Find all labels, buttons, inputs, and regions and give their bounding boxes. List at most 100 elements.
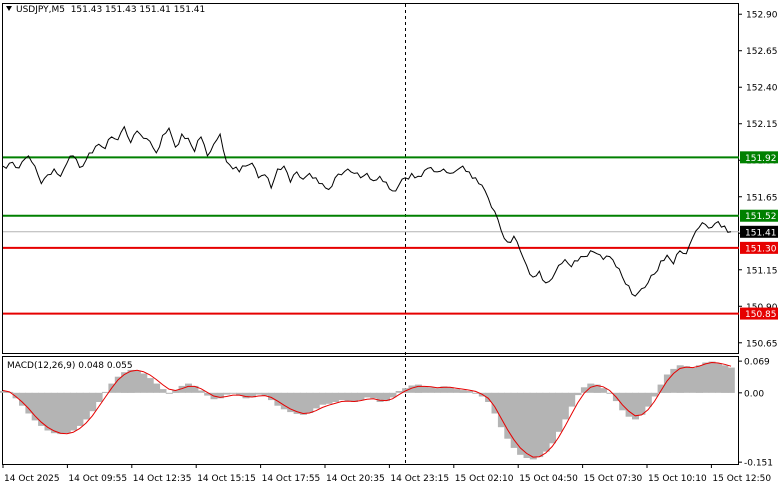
macd-histogram-bar [580, 387, 588, 393]
time-axis-label: 15 Oct 04:50 [519, 474, 578, 484]
macd-histogram-bar [70, 392, 78, 431]
macd-histogram-bar [121, 372, 129, 393]
macd-header: MACD(12,26,9) 0.048 0.055 [7, 361, 133, 371]
macd-histogram-bar [676, 365, 684, 393]
macd-histogram-bar [715, 363, 722, 393]
macd-histogram-bar [0, 391, 7, 393]
macd-histogram-bar [702, 362, 710, 393]
macd-histogram-bar [312, 392, 320, 409]
macd-histogram-bar [344, 392, 352, 402]
macd-histogram-bar [325, 392, 333, 404]
level-price-label: 151.92 [745, 154, 777, 164]
macd-histogram-bar [236, 392, 244, 396]
level-price-tag [740, 209, 778, 222]
macd-histogram-bar [57, 392, 65, 435]
macd-axis-label: -0.151 [744, 459, 773, 469]
macd-histogram-bar [268, 392, 275, 401]
macd-histogram-bar [638, 392, 646, 415]
macd-histogram-bar [408, 385, 416, 393]
time-axis-label: 15 Oct 10:10 [648, 474, 707, 484]
macd-histogram-bar [383, 392, 390, 402]
macd-histogram-bar [216, 392, 224, 399]
macd-histogram-bar [568, 392, 576, 407]
time-axis-label: 15 Oct 07:30 [584, 474, 643, 484]
macd-histogram-bar [363, 392, 371, 398]
macd-histogram-bar [472, 392, 480, 394]
current-price-tag [740, 225, 778, 238]
macd-histogram-bar [632, 392, 639, 420]
macd-histogram-bar [331, 392, 339, 402]
macd-histogram-bar [561, 392, 569, 420]
macd-signal-line [2, 361, 732, 458]
macd-histogram-bar [434, 388, 442, 393]
price-axis-label: 152.90 [746, 11, 778, 21]
macd-histogram-bar [453, 389, 461, 393]
macd-histogram-bar [446, 387, 454, 393]
level-price-tag [740, 241, 778, 254]
macd-histogram-bar [555, 392, 563, 432]
macd-histogram-bar [133, 370, 141, 393]
time-axis-label: 14 Oct 15:15 [197, 474, 256, 484]
macd-histogram-bar [153, 383, 161, 393]
macd-histogram-bar [421, 386, 429, 393]
symbol-label: USDJPY,M5 [16, 5, 65, 15]
macd-histogram-bar [338, 392, 346, 401]
price-axis-label: 151.65 [746, 193, 778, 203]
macd-histogram-bar [651, 392, 659, 397]
macd-histogram-bar [606, 392, 614, 394]
macd-histogram-bar [242, 392, 250, 399]
level-price-label: 151.30 [745, 244, 777, 254]
macd-histogram-bar [357, 392, 365, 401]
time-axis-label: 15 Oct 12:50 [712, 474, 771, 484]
macd-histogram-bar [306, 392, 314, 413]
macd-histogram-bar [542, 392, 550, 452]
macd-histogram-bar [25, 392, 33, 414]
price-series-line [2, 125, 732, 297]
macd-histogram-bar [146, 378, 154, 393]
macd-histogram-bar [50, 392, 58, 434]
macd-histogram-bar [191, 385, 199, 393]
price-axis-label: 151.15 [746, 266, 778, 276]
macd-histogram-bar [223, 392, 231, 395]
macd-histogram-bar [31, 392, 39, 421]
time-axis-label: 14 Oct 23:15 [390, 474, 449, 484]
macd-histogram-bar [600, 388, 608, 393]
macd-histogram-bar [95, 392, 103, 402]
macd-histogram-bar [248, 392, 256, 398]
macd-histogram-bar [255, 392, 263, 395]
macd-histogram-bar [497, 392, 505, 428]
macd-histogram-bar [395, 391, 403, 393]
macd-histogram-bar [657, 384, 665, 393]
macd-histogram-bar [504, 392, 512, 439]
macd-histogram-bar [76, 392, 84, 426]
dropdown-triangle-icon[interactable] [6, 6, 12, 11]
level-price-tag [740, 307, 778, 320]
macd-histogram-bar [683, 366, 691, 393]
macd-histogram-bar [427, 387, 435, 393]
macd-label: MACD(12,26,9) [7, 361, 76, 371]
macd-layer [0, 361, 735, 460]
level-price-tag [740, 151, 778, 164]
macd-histogram-bar [12, 392, 20, 399]
macd-histogram-bar [625, 392, 633, 417]
current-price-label: 151.41 [745, 228, 777, 238]
macd-axis-label: 0.069 [744, 358, 770, 368]
macd-histogram-bar [529, 392, 537, 460]
time-axis-label: 14 Oct 12:35 [133, 474, 192, 484]
macd-histogram-bar [644, 392, 652, 407]
macd-histogram-bar [127, 369, 135, 393]
macd-histogram-bar [82, 392, 90, 420]
macd-histogram-bar [178, 385, 186, 393]
price-axis-label: 152.40 [746, 84, 778, 94]
macd-histogram-bar [293, 392, 301, 414]
price-axis-label: 152.65 [746, 47, 778, 57]
macd-histogram-bar [261, 392, 269, 396]
macd-histogram-bar [619, 392, 627, 411]
macd-histogram-bar [38, 392, 46, 426]
macd-histogram-bar [485, 392, 493, 402]
macd-histogram-bar [523, 392, 531, 458]
macd-histogram-bar [274, 392, 282, 406]
level-price-label: 151.52 [745, 212, 777, 222]
